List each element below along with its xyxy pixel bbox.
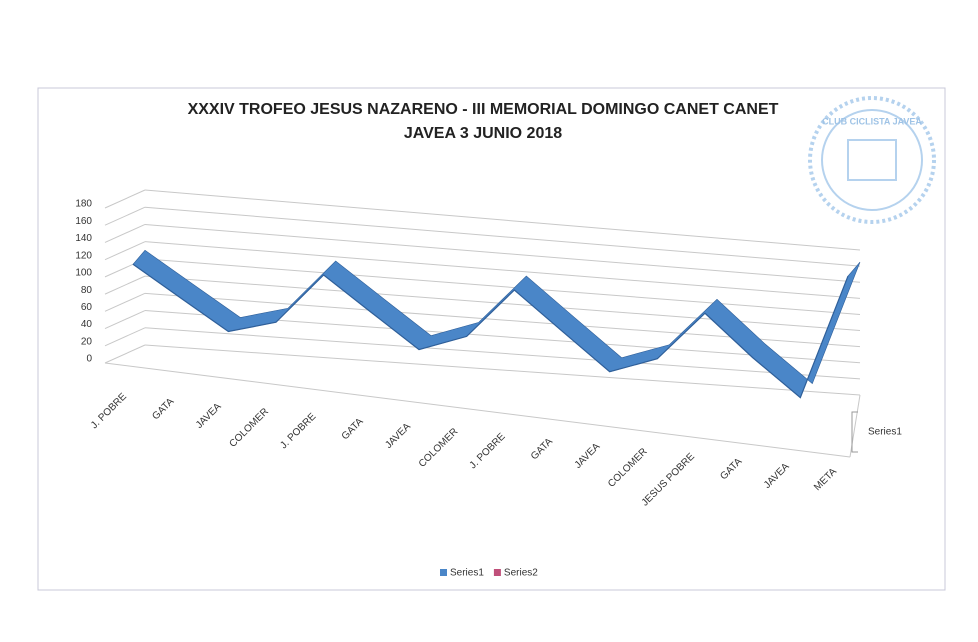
stamp: CLUB CICLISTA JAVEA	[808, 96, 936, 224]
x-tick-label: J. POBRE	[89, 391, 129, 431]
grid-line	[104, 241, 146, 261]
grid-line	[144, 223, 861, 283]
x-tick-label: COLOMER	[227, 406, 271, 450]
x-tick-label: META	[812, 466, 839, 493]
floor-edge	[104, 362, 851, 458]
grid-line	[104, 344, 146, 364]
y-tick-label: 120	[75, 250, 92, 261]
legend-label: Series1	[450, 568, 484, 579]
grid-line	[144, 206, 861, 267]
grid-line	[104, 206, 146, 226]
y-tick-label: 180	[75, 199, 92, 210]
grid-line	[104, 189, 146, 209]
x-tick-label: GATA	[150, 396, 176, 422]
x-tick-label: J. POBRE	[278, 411, 318, 451]
grid-line	[104, 327, 146, 347]
chart-title: XXXIV TROFEO JESUS NAZARENO - III MEMORI…	[188, 101, 779, 118]
y-tick-label: 80	[81, 285, 93, 296]
x-tick-label: JAVEA	[194, 401, 224, 431]
y-tick-label: 40	[81, 319, 93, 330]
ribbon	[132, 249, 861, 399]
legend-swatch	[440, 569, 447, 576]
y-tick-label: 60	[81, 302, 93, 313]
x-tick-label: J. POBRE	[468, 431, 508, 471]
grid-line	[144, 258, 861, 315]
chart-border	[37, 87, 946, 591]
stamp-text: CLUB CICLISTA JAVEA	[822, 116, 922, 126]
legend-label: Series2	[504, 568, 538, 579]
chart-subtitle: JAVEA 3 JUNIO 2018	[404, 125, 562, 142]
grid-line	[104, 310, 146, 330]
grid-line	[144, 189, 861, 251]
x-tick-label: COLOMER	[606, 446, 650, 490]
y-tick-label: 20	[81, 336, 93, 347]
x-tick-label: JAVEA	[383, 421, 413, 451]
depth-label: Series1	[868, 427, 902, 438]
depth-bracket	[851, 411, 858, 453]
line	[132, 263, 849, 399]
grid-line	[144, 241, 861, 299]
x-tick-label: GATA	[718, 456, 744, 482]
x-tick-label: JAVEA	[573, 441, 603, 471]
grid-line	[104, 275, 146, 295]
x-tick-label: JESUS POBRE	[640, 451, 698, 509]
y-tick-label: 140	[75, 233, 92, 244]
grid-line	[144, 327, 861, 380]
grid-line	[144, 344, 861, 396]
y-tick-label: 160	[75, 216, 92, 227]
legend-swatch	[493, 569, 501, 576]
x-tick-label: GATA	[529, 436, 555, 462]
grid-line	[104, 292, 146, 312]
x-tick-label: GATA	[340, 416, 366, 442]
y-tick-label: 100	[75, 268, 92, 279]
x-tick-label: COLOMER	[417, 426, 461, 470]
y-tick-label: 0	[86, 354, 92, 365]
x-tick-label: JAVEA	[762, 461, 792, 491]
grid-line	[104, 223, 146, 243]
